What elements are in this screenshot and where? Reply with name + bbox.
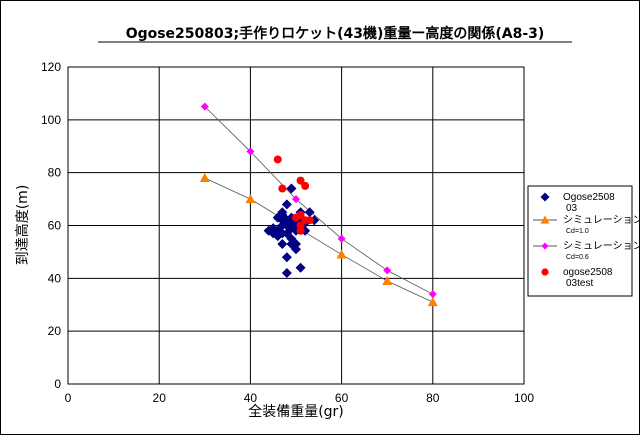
legend-label-line2: 03test [566, 278, 593, 289]
data-point [245, 194, 256, 204]
x-tick-label: 80 [426, 391, 440, 405]
series-4 [273, 155, 314, 235]
legend-label: ogose2508 [563, 267, 613, 278]
legend-entry-1: Ogose250803 [540, 192, 615, 214]
legend: Ogose250803シミュレーションCd=1.0シミュレーションCd=0.6o… [527, 185, 640, 297]
x-axis-title: 全装備重量(gr) [248, 403, 344, 420]
data-point [296, 210, 305, 219]
data-point [291, 244, 301, 255]
data-point [382, 275, 393, 285]
y-tick-label: 0 [54, 377, 61, 391]
x-tick-label: 20 [153, 391, 167, 405]
data-point [304, 207, 315, 218]
data-point [281, 268, 292, 279]
data-point [273, 155, 282, 164]
legend-marker [540, 192, 550, 202]
x-tick-label: 100 [514, 391, 534, 405]
series-3 [200, 102, 437, 299]
data-point [278, 184, 287, 193]
data-point [200, 102, 209, 111]
grid [68, 67, 524, 384]
legend-marker [540, 215, 550, 224]
y-tick-label: 80 [48, 166, 62, 180]
y-tick-label: 20 [48, 324, 62, 338]
series-layer [199, 102, 438, 307]
y-tick-label: 60 [48, 219, 62, 233]
series-2 [199, 172, 438, 307]
data-point [281, 199, 292, 210]
data-point [336, 249, 347, 259]
legend-label-line2: Cd=0.6 [566, 254, 589, 261]
legend-label: Ogose2508 [563, 192, 615, 203]
legend-entry-3: シミュレーション Cd=0.6 [533, 241, 640, 261]
data-point [281, 252, 292, 263]
x-tick-label: 0 [65, 391, 72, 405]
tick-labels: 0 20 40 60 80 100 0 20 40 60 80 100 120 [41, 60, 534, 405]
data-point [383, 266, 392, 275]
x-tick-label: 40 [244, 391, 258, 405]
y-tick-label: 100 [41, 113, 61, 127]
data-point [286, 183, 297, 194]
data-point [305, 216, 314, 225]
data-point [246, 147, 255, 156]
data-point [291, 238, 301, 249]
y-tick-label: 120 [41, 60, 61, 74]
data-point [427, 297, 438, 307]
legend-label: シミュレーション [563, 215, 640, 226]
data-point [428, 290, 437, 299]
data-point [296, 226, 305, 235]
series-line [204, 106, 433, 295]
chart-title: Ogose250803;手作りロケット(43機)重量ー高度の関係(A8-3) [126, 25, 545, 42]
data-point [277, 238, 288, 249]
data-point [199, 172, 210, 182]
legend-entry-2: シミュレーション Cd=1.0 [533, 215, 640, 235]
legend-label-line2: Cd=1.0 [566, 228, 589, 235]
y-tick-label: 40 [48, 271, 62, 285]
data-point [295, 262, 306, 273]
data-point [277, 207, 288, 218]
x-tick-label: 60 [335, 391, 349, 405]
data-point [296, 176, 305, 185]
data-point [292, 195, 300, 204]
legend-label: シミュレーション [563, 241, 640, 252]
legend-label-line2: 03 [566, 203, 578, 214]
data-point [301, 181, 310, 190]
legend-marker [541, 268, 549, 276]
y-axis-title: 到達高度(m) [14, 185, 31, 266]
data-point [337, 234, 346, 243]
legend-marker [541, 242, 549, 250]
legend-box [527, 185, 633, 297]
